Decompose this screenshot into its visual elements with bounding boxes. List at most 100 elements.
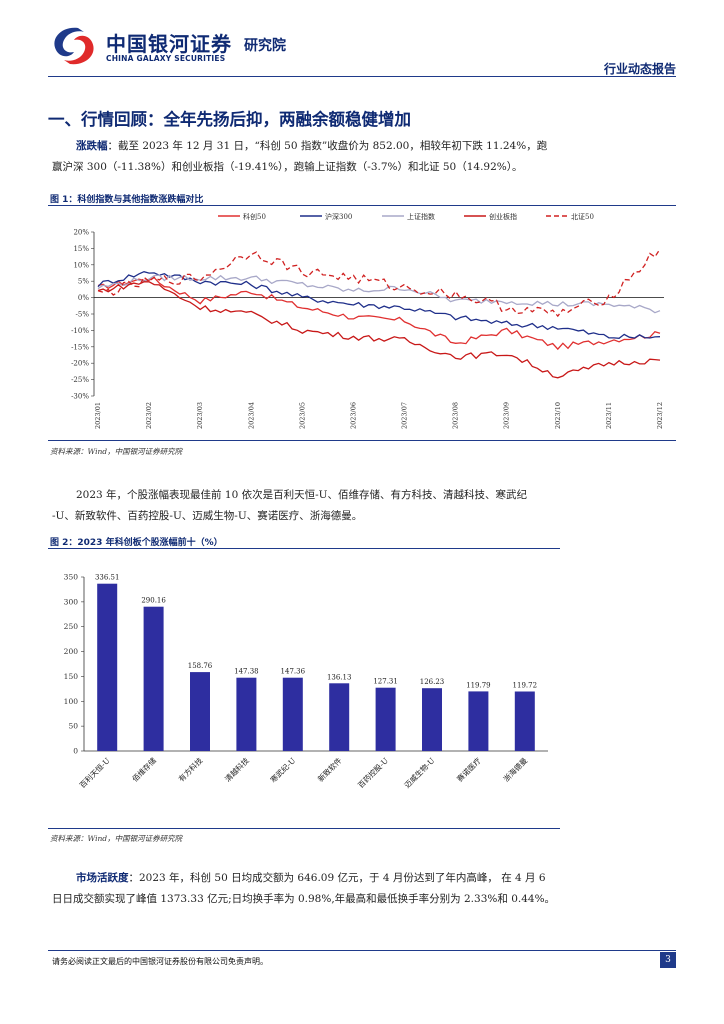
figure2-source: 资料来源：Wind，中国银河证券研究院 (50, 834, 183, 843)
section-title: 一、行情回顾：全年先扬后抑，两融余额稳健增加 (48, 110, 411, 129)
x-tick-label: 2023/05 (298, 402, 306, 429)
bar-value-label: 158.76 (188, 662, 213, 670)
bar-value-label: 127.31 (373, 678, 398, 686)
series-line-3 (97, 281, 661, 379)
x-tick-label: 2023/08 (452, 402, 460, 429)
activity-label: 市场活跃度 (76, 872, 129, 884)
x-tick-label: 2023/09 (503, 402, 511, 429)
category-label: 新致软件 (315, 755, 344, 784)
category-label: 佰维存储 (130, 755, 159, 784)
x-tick-label: 2023/10 (554, 402, 562, 429)
performance-label: 涨跌幅 (76, 140, 108, 152)
x-tick-label: 2023/04 (247, 402, 255, 429)
y-tick-label: 20% (73, 229, 89, 237)
paragraph-performance: 涨跌幅：截至 2023 年 12 月 31 日，“科创 50 指数”收盘价为 8… (52, 136, 676, 178)
galaxy-logo-icon (54, 27, 94, 65)
bar (514, 691, 535, 751)
performance-text-line1: ：截至 2023 年 12 月 31 日，“科创 50 指数”收盘价为 852.… (107, 140, 548, 152)
category-label: 清越科技 (223, 755, 252, 784)
x-tick-label: 2023/02 (145, 402, 153, 429)
paragraph-top-gainers: 2023 年，个股涨幅表现最佳前 10 依次是百利天恒-U、佰维存储、有方科技、… (52, 485, 676, 527)
y-tick-label: 150 (64, 672, 79, 681)
bar (97, 583, 118, 751)
performance-text-line2: 赢沪深 300（-11.38%）和创业板指（-19.41%），跑输上证指数（-3… (52, 161, 523, 173)
x-tick-label: 2023/12 (656, 402, 664, 429)
y-tick-label: 250 (64, 622, 79, 631)
y-tick-label: -15% (71, 343, 89, 351)
category-label: 赛诺医疗 (455, 755, 484, 784)
y-tick-label: -20% (71, 360, 89, 368)
figure2-top-rule (48, 548, 560, 549)
y-tick-label: -10% (71, 327, 89, 335)
figure2-caption: 图 2：2023 年科创板个股涨幅前十（%） (50, 538, 223, 548)
report-type: 行业动态报告 (603, 62, 676, 76)
top10-gainers-bar-chart: 0 50 100 150 200 250 300 350 336.51 百利天恒-U 290.16 佰… (64, 573, 548, 790)
bar-value-label: 119.79 (466, 681, 491, 689)
logo-english-name: CHINA GALAXY SECURITIES (106, 54, 226, 63)
bar (329, 683, 350, 751)
category-label: 浙海德曼 (501, 755, 530, 784)
bar-value-label: 336.51 (95, 574, 120, 582)
legend-label-1: 沪深300 (325, 212, 352, 221)
company-logo (48, 24, 100, 68)
x-tick-label: 2023/07 (401, 402, 409, 429)
footer-divider (48, 950, 676, 951)
bar (282, 677, 303, 751)
bar-value-label: 290.16 (141, 597, 166, 605)
y-tick-label: 50 (68, 722, 78, 731)
header-divider (48, 76, 676, 77)
y-tick-label: 5% (78, 278, 89, 286)
figure1-bottom-rule (48, 440, 676, 441)
x-tick-label: 2023/03 (196, 402, 204, 429)
bar-value-label: 136.13 (327, 673, 352, 681)
series-line-2 (97, 274, 661, 314)
figure2-bottom-rule (48, 828, 560, 829)
bar (422, 688, 442, 751)
legend-label-0: 科创50 (243, 212, 266, 221)
index-performance-line-chart: 科创50 沪深300 上证指数 创业板指 北证50 20% 15% 10% 5% 0% -5% -10… (71, 212, 664, 429)
y-tick-label: 10% (73, 261, 89, 269)
bar-value-label: 126.23 (420, 678, 445, 686)
y-tick-label: -25% (71, 376, 89, 384)
top-gainers-line1: 2023 年，个股涨幅表现最佳前 10 依次是百利天恒-U、佰维存储、有方科技、… (76, 489, 527, 501)
series-line-0 (97, 276, 661, 351)
footer-disclaimer: 请务必阅读正文最后的中国银河证券股份有限公司免责声明。 (52, 957, 268, 966)
figure1-caption: 图 1：科创指数与其他指数涨跌幅对比 (50, 195, 204, 205)
y-tick-label: 15% (73, 245, 89, 253)
y-tick-label: -30% (71, 393, 89, 401)
legend-label-3: 创业板指 (489, 212, 517, 221)
figure1-source: 资料来源：Wind，中国银河证券研究院 (50, 447, 183, 456)
category-label: 迈威生物-U (402, 755, 437, 790)
x-tick-label: 2023/06 (349, 402, 357, 429)
y-tick-label: -5% (76, 311, 90, 319)
category-label: 寒武纪-U (268, 755, 297, 784)
category-label: 有方科技 (176, 755, 205, 784)
bar-value-label: 147.38 (234, 668, 259, 676)
bar (468, 691, 489, 751)
category-label: 百利天恒-U (77, 755, 112, 790)
figure1-top-rule (48, 205, 676, 206)
y-tick-label: 200 (64, 647, 79, 656)
page-number: 3 (660, 952, 676, 968)
legend-label-4: 北证50 (571, 213, 594, 221)
x-tick-label: 2023/01 (94, 402, 102, 429)
activity-text-line1: ：2023 年，科创 50 日均成交额为 646.09 亿元，于 4 月份达到了… (128, 872, 546, 884)
top-gainers-line2: -U、新致软件、百药控股-U、迈威生物-U、赛诺医疗、浙海德曼。 (52, 510, 363, 522)
y-tick-label: 0% (78, 294, 89, 302)
logo-chinese-name: 中国银河证券 (106, 32, 232, 56)
bar-value-label: 119.72 (513, 681, 538, 689)
y-tick-label: 300 (64, 597, 79, 606)
bar (375, 687, 396, 751)
series-line-4 (97, 248, 661, 318)
category-label: 百药控股-U (355, 755, 390, 790)
y-tick-label: 350 (64, 573, 79, 582)
bar (143, 606, 164, 751)
legend-label-2: 上证指数 (407, 212, 435, 221)
paragraph-market-activity: 市场活跃度：2023 年，科创 50 日均成交额为 646.09 亿元，于 4 … (52, 868, 676, 910)
institute-name: 研究院 (244, 38, 286, 54)
activity-text-line2: 日日成交额实现了峰值 1373.33 亿元;日均换手率为 0.98%,年最高和最… (52, 893, 556, 905)
bar-value-label: 147.36 (281, 668, 306, 676)
bar (190, 672, 210, 751)
bar (236, 677, 257, 751)
x-tick-label: 2023/11 (605, 402, 613, 429)
